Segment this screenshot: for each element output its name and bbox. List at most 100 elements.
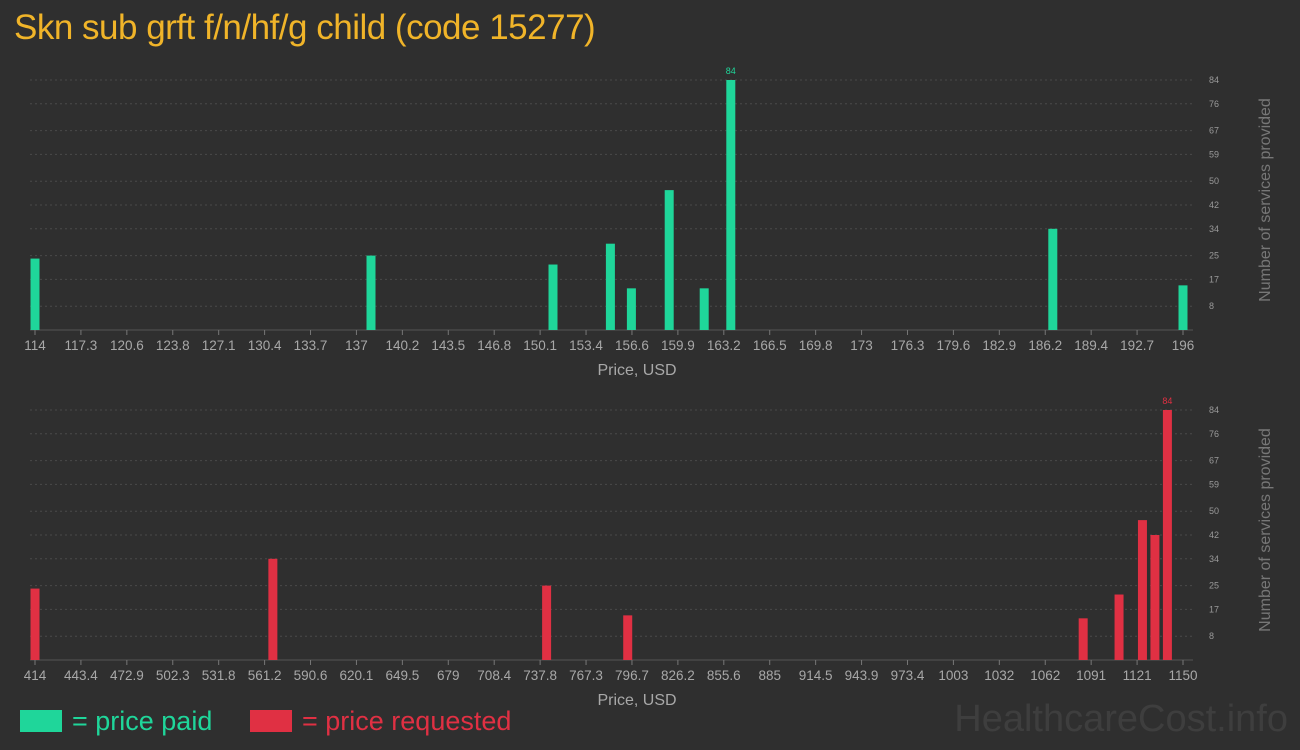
requested-x-tick-label: 1150 [1168,668,1197,683]
requested-x-tick-label: 885 [758,668,781,683]
price-requested-chart: 8 17 25 34 42 50 59 67 76 84 414 443.4 472.9 502.3 531… [24,396,1274,709]
paid-y-tick-label: 34 [1209,224,1219,234]
requested-x-tick-label: 855.6 [707,668,741,683]
requested-bar [1078,618,1088,660]
requested-bar [1137,520,1147,660]
requested-y-tick-label: 42 [1209,530,1219,540]
requested-x-tick-label: 973.4 [891,668,925,683]
paid-x-tick-label: 179.6 [937,338,971,353]
paid-y-tick-label: 25 [1209,251,1219,261]
paid-bar [548,264,558,330]
paid-y-tick-label: 17 [1209,274,1219,284]
requested-x-tick-label: 1062 [1030,668,1060,683]
paid-bar [726,80,736,330]
paid-x-tick-label: 117.3 [65,338,98,353]
paid-x-tick-label: 176.3 [891,338,925,353]
paid-bar [699,288,709,330]
requested-bar [1162,410,1172,660]
paid-x-tick-label: 120.6 [110,338,144,353]
paid-x-tick-label: 137 [345,338,368,353]
requested-x-tick-label: 472.9 [110,668,144,683]
requested-x-tick-label: 826.2 [661,668,695,683]
paid-x-tick-label: 186.2 [1028,338,1062,353]
legend-swatch-paid [20,710,62,732]
paid-x-tick-label: 143.5 [431,338,465,353]
requested-y-tick-label: 84 [1209,405,1219,415]
paid-bar [626,288,636,330]
requested-x-tick-label: 914.5 [799,668,833,683]
paid-x-tick-label: 169.8 [799,338,833,353]
paid-y-tick-label: 67 [1209,126,1219,136]
requested-x-tick-label: 590.6 [294,668,328,683]
requested-x-tick-label: 561.2 [248,668,282,683]
requested-x-tick-label: 620.1 [340,668,374,683]
requested-y-tick-label: 76 [1209,429,1219,439]
paid-y-tick-label: 76 [1209,99,1219,109]
paid-x-tick-label: 156.6 [615,338,649,353]
requested-y-tick-label: 50 [1209,506,1219,516]
requested-bar [542,585,552,660]
paid-x-axis-label: Price, USD [597,362,676,379]
paid-x-tick-label: 150.1 [523,338,557,353]
requested-y-tick-label: 59 [1209,479,1219,489]
requested-x-tick-label: 1032 [984,668,1014,683]
requested-bar [1150,535,1160,660]
legend-label-requested: = price requested [302,705,512,736]
paid-x-tick-label: 173 [850,338,873,353]
requested-x-tick-label: 708.4 [477,668,511,683]
paid-bar [30,258,40,330]
requested-bar [1114,594,1124,660]
paid-x-tick-label: 123.8 [156,338,190,353]
paid-y-tick-label: 50 [1209,176,1219,186]
requested-x-tick-label: 1121 [1123,668,1152,683]
page-title: Skn sub grft f/n/hf/g child (code 15277) [14,8,596,47]
paid-y-axis-label: Number of services provided [1257,98,1274,302]
paid-bar [366,255,376,330]
paid-x-tick-label: 189.4 [1074,338,1108,353]
paid-x-tick-label: 133.7 [294,338,328,353]
requested-y-tick-label: 17 [1209,604,1219,614]
requested-x-tick-label: 1091 [1076,668,1106,683]
watermark-logo: HealthcareCost.info [954,698,1288,740]
requested-y-tick-label: 67 [1209,456,1219,466]
requested-y-tick-label: 34 [1209,554,1219,564]
requested-x-tick-label: 649.5 [385,668,419,683]
requested-x-tick-label: 737.8 [523,668,557,683]
requested-y-tick-label: 8 [1209,631,1214,641]
paid-x-tick-label: 130.4 [248,338,282,353]
paid-x-tick-label: 153.4 [569,338,603,353]
paid-x-tick-label: 166.5 [753,338,787,353]
legend-swatch-requested [250,710,292,732]
paid-x-tick-label: 140.2 [385,338,419,353]
requested-x-tick-label: 943.9 [845,668,879,683]
paid-y-tick-label: 8 [1209,301,1214,311]
requested-x-tick-label: 531.8 [202,668,236,683]
legend-requested: = price requested [250,704,511,738]
requested-x-tick-label: 443.4 [64,668,98,683]
paid-bar [664,190,674,330]
requested-x-tick-label: 502.3 [156,668,190,683]
requested-x-axis-label: Price, USD [597,692,676,709]
paid-x-tick-label: 196 [1172,338,1195,353]
requested-x-tick-label: 796.7 [615,668,649,683]
price-paid-chart: 8 17 25 34 42 50 59 67 76 84 114 117.3 120.6 123.8 127… [24,66,1274,379]
paid-bar [605,243,615,330]
requested-data-label: 84 [1162,396,1172,406]
paid-y-tick-label: 42 [1209,200,1219,210]
requested-bar [30,588,40,660]
requested-x-tick-label: 1003 [938,668,968,683]
paid-x-tick-label: 182.9 [982,338,1016,353]
paid-x-tick-label: 127.1 [202,338,236,353]
paid-x-tick-label: 163.2 [707,338,741,353]
paid-x-tick-label: 192.7 [1120,338,1154,353]
legend-paid: = price paid [20,704,212,738]
requested-x-tick-label: 679 [437,668,460,683]
paid-x-tick-label: 159.9 [661,338,695,353]
requested-y-tick-label: 25 [1209,581,1219,591]
paid-x-tick-label: 146.8 [477,338,511,353]
requested-x-tick-label: 414 [24,668,47,683]
paid-bar [1048,228,1058,330]
paid-x-tick-label: 114 [24,338,46,353]
legend-label-paid: = price paid [72,705,213,736]
paid-y-tick-label: 59 [1209,149,1219,159]
